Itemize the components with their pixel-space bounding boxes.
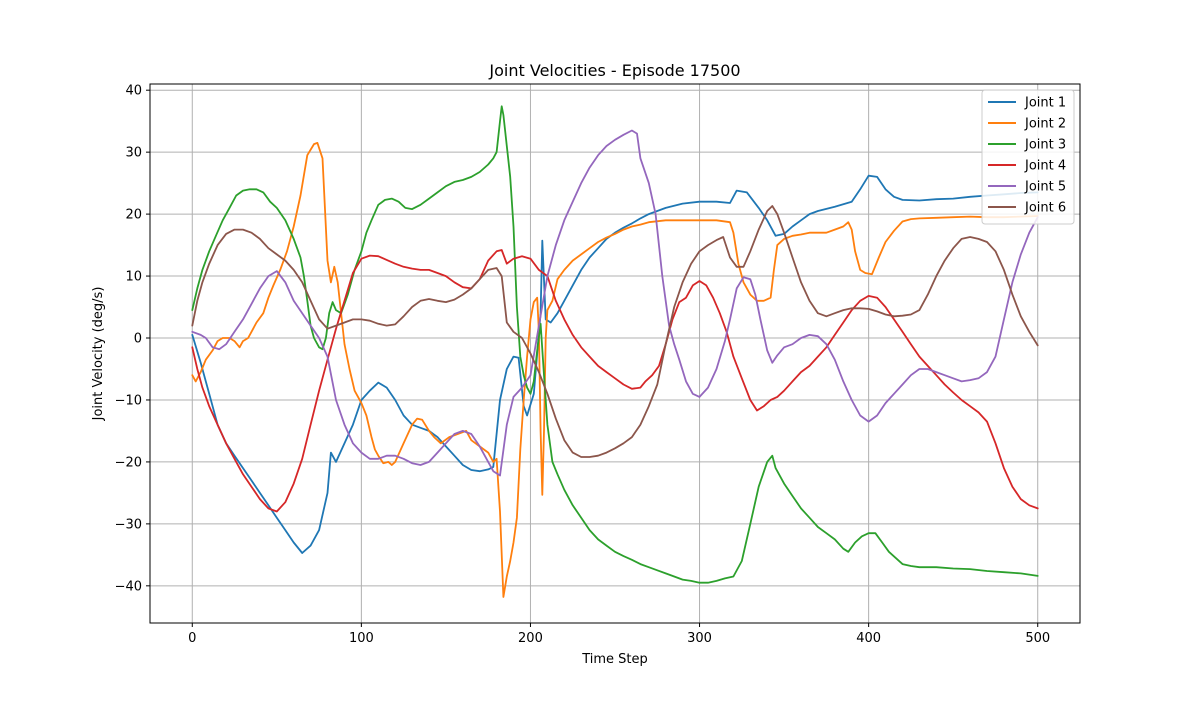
x-tick-label: 100 <box>349 631 374 646</box>
legend-label: Joint 2 <box>1024 117 1066 132</box>
y-tick-label: −40 <box>115 579 142 594</box>
x-tick-label: 500 <box>1025 631 1050 646</box>
chart-title: Joint Velocities - Episode 17500 <box>488 61 740 80</box>
y-axis-ticks: −40 −30 −20 −10 0 10 20 30 40 <box>115 84 150 594</box>
plot-frame <box>149 83 1081 624</box>
y-tick-label: 40 <box>125 84 142 99</box>
x-axis-ticks: 0 100 200 300 400 500 <box>188 623 1050 646</box>
series-line-joint-3 <box>191 105 1039 584</box>
y-tick-label: −10 <box>115 393 142 408</box>
series-line-joint-4 <box>191 249 1039 513</box>
y-tick-label: 0 <box>134 332 142 347</box>
y-tick-label: 30 <box>125 146 142 161</box>
legend-label: Joint 3 <box>1024 138 1066 153</box>
x-tick-label: 200 <box>518 631 543 646</box>
x-tick-label: 0 <box>188 631 196 646</box>
x-tick-label: 300 <box>687 631 712 646</box>
legend-label: Joint 5 <box>1024 180 1066 195</box>
x-axis-label: Time Step <box>581 652 648 667</box>
series-line-joint-2 <box>191 142 1039 598</box>
x-tick-label: 400 <box>856 631 881 646</box>
y-tick-label: 20 <box>125 208 142 223</box>
legend: Joint 1 Joint 2 Joint 3 Joint 4 Joint 5 Joint… <box>981 89 1075 225</box>
series-line-joint-6 <box>191 205 1039 458</box>
legend-label: Joint 1 <box>1024 96 1066 111</box>
series-line-joint-5 <box>191 129 1039 477</box>
y-tick-label: −20 <box>115 455 142 470</box>
series-line-joint-1 <box>191 174 1039 554</box>
y-axis-label: Joint Velocity (deg/s) <box>91 287 106 422</box>
series-lines <box>191 105 1039 598</box>
legend-label: Joint 6 <box>1024 201 1066 216</box>
legend-label: Joint 4 <box>1024 159 1066 174</box>
y-tick-label: −30 <box>115 517 142 532</box>
y-tick-label: 10 <box>125 270 142 285</box>
grid-lines <box>150 84 1080 623</box>
